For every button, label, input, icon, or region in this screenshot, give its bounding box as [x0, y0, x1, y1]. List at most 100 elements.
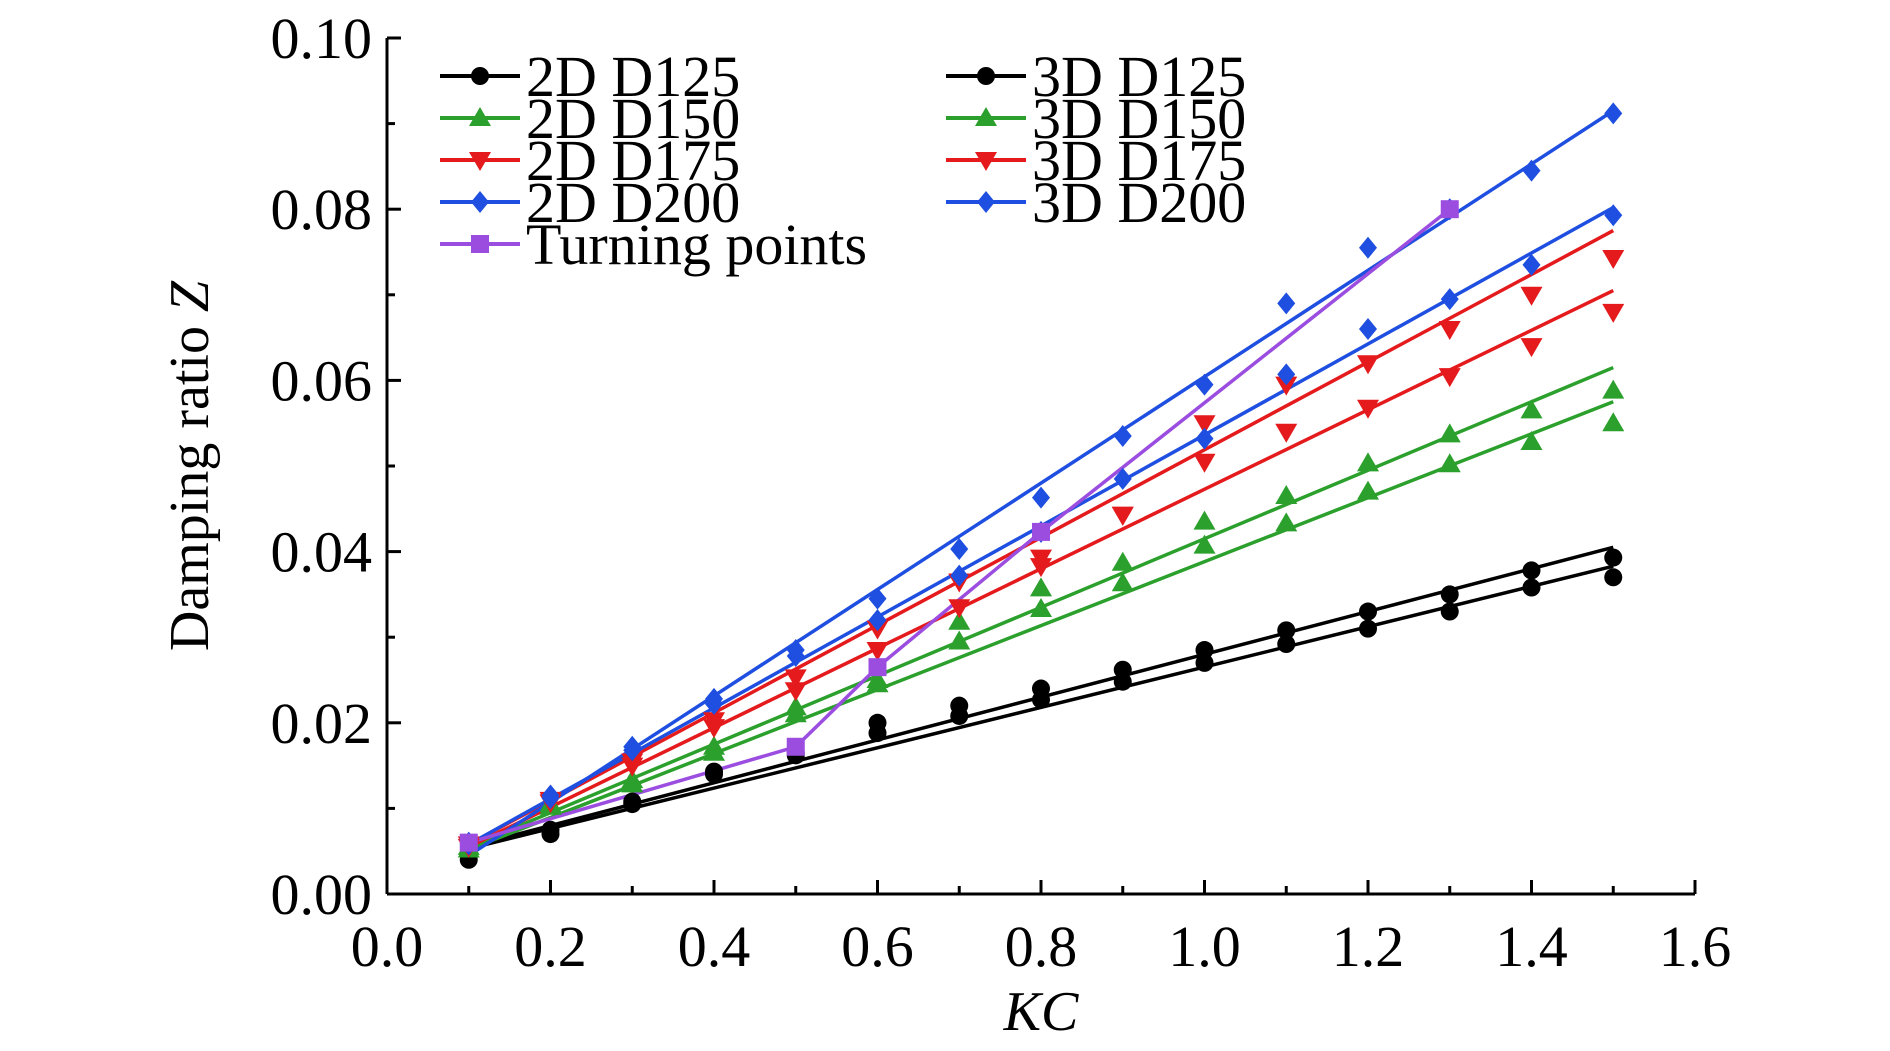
data-point-2d-d125	[1604, 548, 1623, 567]
legend-item-turning-points: Turning points	[440, 212, 867, 277]
data-point-3d-d150	[1438, 453, 1461, 473]
legend-swatch-marker	[471, 191, 489, 213]
fit-line-3d-d150	[468, 400, 1614, 852]
legend-label: 2D D175	[526, 128, 740, 193]
data-point-3d-d200	[1359, 318, 1377, 341]
legend-item-3d-d200: 3D D200	[946, 170, 1246, 235]
data-point-3d-d125	[705, 765, 723, 784]
data-point-turning-points	[459, 833, 478, 852]
x-tick-label: 1.6	[1659, 914, 1732, 979]
data-point-3d-d125	[1195, 653, 1214, 672]
data-point-2d-d200	[868, 587, 887, 610]
data-point-3d-d150	[1030, 597, 1052, 617]
data-point-2d-d175	[1602, 249, 1625, 269]
data-point-3d-d125	[1113, 672, 1132, 691]
legend-label: 3D D175	[1032, 128, 1246, 193]
data-point-3d-d175	[784, 682, 807, 702]
legend-item-2d-d200: 2D D200	[440, 170, 740, 235]
data-point-2d-d200	[950, 538, 969, 561]
data-point-3d-d200	[1277, 363, 1296, 386]
y-axis-title: Damping ratio Z	[159, 280, 221, 651]
legend-label: 3D D150	[1032, 86, 1246, 151]
data-point-3d-d125	[950, 706, 969, 725]
data-point-3d-d175	[1357, 399, 1379, 419]
x-axis-title: KC	[1003, 981, 1079, 1043]
data-point-3d-d150	[1111, 572, 1134, 592]
data-point-3d-d175	[1193, 453, 1216, 473]
data-point-3d-d125	[1440, 602, 1459, 621]
y-axis-title-var: Z	[159, 280, 221, 312]
data-point-3d-d200	[705, 692, 723, 715]
x-tick-label: 0.2	[514, 914, 587, 979]
data-point-3d-d150	[866, 673, 889, 693]
data-point-3d-d150	[1520, 431, 1543, 451]
data-point-3d-d175	[1275, 423, 1298, 443]
data-point-2d-d150	[1111, 551, 1134, 571]
data-point-3d-d175	[1438, 368, 1461, 388]
y-tick-label: 0.04	[271, 520, 373, 585]
data-point-2d-d150	[1602, 379, 1625, 399]
data-point-3d-d125	[1277, 635, 1296, 654]
legend-item-2d-d150: 2D D150	[440, 86, 740, 151]
data-point-3d-d175	[1030, 558, 1052, 578]
data-point-2d-d150	[1357, 452, 1379, 472]
data-point-3d-d175	[948, 599, 971, 619]
data-point-2d-d150	[1275, 484, 1298, 504]
x-tick-label: 0.0	[351, 914, 424, 979]
data-point-3d-d175	[1111, 506, 1134, 526]
data-point-turning-points	[786, 737, 805, 756]
data-point-2d-d200	[1522, 159, 1541, 182]
legend-swatch-marker	[975, 152, 997, 171]
data-point-2d-d200	[1277, 292, 1296, 315]
data-point-2d-d125	[1195, 641, 1214, 660]
legend-item-3d-d125: 3D D125	[946, 44, 1246, 109]
data-point-2d-d125	[1522, 561, 1541, 580]
ticks: 0.0 0.2 0.4 0.6 0.8 1.0 1.2 1.4 1.6 0.00 0.02 0.04 0…	[271, 6, 1732, 979]
data-point-3d-d200	[1195, 427, 1214, 450]
data-point-2d-d150	[1030, 577, 1052, 597]
data-point-2d-d175	[1438, 321, 1461, 341]
data-point-2d-d200	[1113, 425, 1132, 448]
data-point-turning-points	[868, 658, 887, 677]
data-point-3d-d125	[623, 795, 642, 814]
legend-swatch-marker	[977, 191, 995, 213]
y-tick-label: 0.02	[271, 691, 373, 756]
data-point-3d-d175	[703, 719, 725, 739]
data-point-3d-d125	[1359, 619, 1377, 638]
data-point-3d-d150	[621, 773, 644, 793]
data-point-3d-d125	[1032, 690, 1050, 709]
data-point-3d-d200	[786, 645, 805, 668]
legend-label: 2D D125	[526, 44, 740, 109]
data-point-3d-d200	[1113, 467, 1132, 490]
data-point-3d-d125	[1522, 578, 1541, 597]
data-point-3d-d150	[948, 630, 971, 650]
data-point-3d-d150	[1602, 412, 1625, 432]
y-tick-label: 0.00	[271, 862, 373, 927]
data-point-3d-d150	[1193, 534, 1216, 554]
data-point-3d-d200	[1604, 204, 1623, 227]
y-axis-title-text: Damping ratio	[159, 312, 221, 651]
data-point-3d-d125	[868, 724, 887, 743]
data-point-3d-d175	[866, 642, 889, 662]
data-point-3d-d200	[623, 739, 642, 762]
data-point-3d-d150	[1357, 480, 1379, 500]
data-point-2d-d175	[1520, 286, 1543, 306]
data-point-3d-d150	[784, 703, 807, 723]
data-point-2d-d200	[1359, 236, 1377, 259]
y-tick-label: 0.08	[271, 177, 373, 242]
legend-label: 2D D200	[526, 170, 740, 235]
data-point-3d-d150	[1275, 512, 1298, 532]
data-point-3d-d200	[541, 787, 560, 810]
data-point-2d-d175	[1357, 355, 1379, 375]
legend-label: 3D D125	[1032, 44, 1246, 109]
data-point-3d-d125	[541, 825, 560, 844]
data-point-3d-d150	[703, 741, 725, 761]
data-point-2d-d125	[1440, 585, 1459, 604]
legend-swatch-marker	[977, 67, 995, 85]
legend-item-3d-d175: 3D D175	[946, 128, 1246, 193]
data-point-3d-d175	[1520, 338, 1543, 358]
legend-swatch-marker	[471, 235, 489, 253]
data-point-3d-d200	[868, 609, 887, 632]
